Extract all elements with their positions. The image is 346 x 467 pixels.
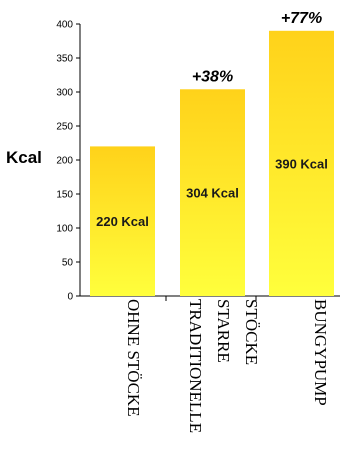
y-tick-label: 250 bbox=[56, 122, 73, 133]
category-label: STÖCKE bbox=[242, 299, 261, 365]
y-tick-label: 400 bbox=[56, 20, 73, 31]
bar-value-label: 220 Kcal bbox=[96, 214, 149, 229]
y-tick-label: 50 bbox=[62, 258, 74, 269]
y-tick-label: 150 bbox=[56, 190, 73, 201]
bars bbox=[90, 30, 334, 297]
percent-annotation: +38% bbox=[192, 68, 233, 85]
y-axis-label: Kcal bbox=[6, 148, 42, 167]
bar-value-label: 304 Kcal bbox=[186, 186, 239, 201]
category-label: STARRE bbox=[214, 299, 233, 363]
percent-annotation: +77% bbox=[281, 10, 322, 27]
bar bbox=[269, 30, 334, 297]
category-label: BUNGYPUMP bbox=[311, 299, 330, 406]
labels: 220 Kcal OHNE STÖCKE 304 Kcal +38% TRADITION… bbox=[96, 10, 330, 433]
y-tick-label: 100 bbox=[56, 224, 73, 235]
y-tick-label: 300 bbox=[56, 88, 73, 99]
bar bbox=[90, 146, 155, 296]
y-tick-label: 0 bbox=[67, 292, 73, 303]
category-label: OHNE STÖCKE bbox=[124, 299, 143, 417]
bar-value-label: 390 Kcal bbox=[275, 156, 328, 171]
y-tick-label: 350 bbox=[56, 54, 73, 65]
bar bbox=[180, 89, 245, 296]
category-label: TRADITIONELLE bbox=[186, 299, 205, 433]
y-tick-label: 200 bbox=[56, 156, 73, 167]
